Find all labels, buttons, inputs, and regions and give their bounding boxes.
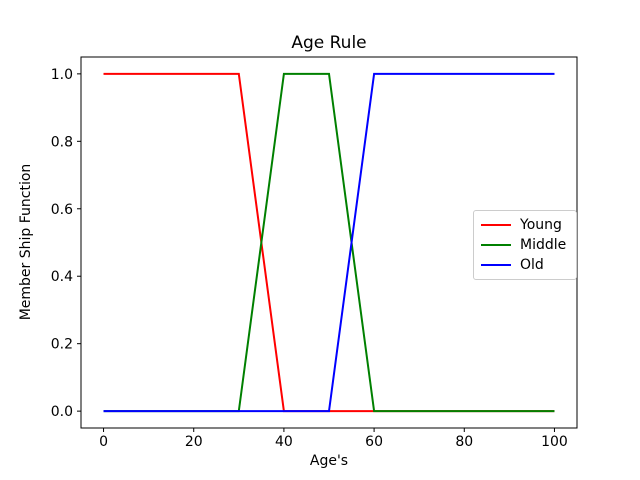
y-tick-label: 1.0 [51, 67, 73, 83]
legend-swatch-middle [481, 243, 511, 247]
legend-label: Middle [520, 237, 567, 253]
legend-item-young: Young [481, 218, 566, 232]
legend-item-middle: Middle [481, 238, 566, 252]
legend-swatch-young [481, 223, 511, 227]
x-tick-label: 20 [185, 434, 203, 450]
x-tick-label: 80 [455, 434, 473, 450]
x-tick-label: 60 [365, 434, 383, 450]
series-line-old [103, 72, 555, 413]
x-tick-label: 100 [541, 434, 568, 450]
y-tick-label: 0.0 [51, 404, 73, 420]
x-axis-label: Age's [309, 453, 349, 469]
legend: Young Middle Old [473, 210, 578, 280]
y-axis-label: Member Ship Function [18, 163, 34, 321]
legend-swatch-old [481, 263, 511, 267]
y-tick-label: 0.6 [51, 202, 73, 218]
chart-title: Age Rule [291, 33, 367, 53]
legend-label: Young [520, 217, 562, 233]
y-tick-label: 0.2 [51, 337, 73, 353]
x-tick-label: 0 [99, 434, 108, 450]
legend-item-old: Old [481, 258, 566, 272]
y-tick-label: 0.8 [51, 134, 73, 150]
y-tick-label: 0.4 [51, 269, 73, 285]
x-tick-label: 40 [275, 434, 293, 450]
legend-label: Old [520, 257, 544, 273]
